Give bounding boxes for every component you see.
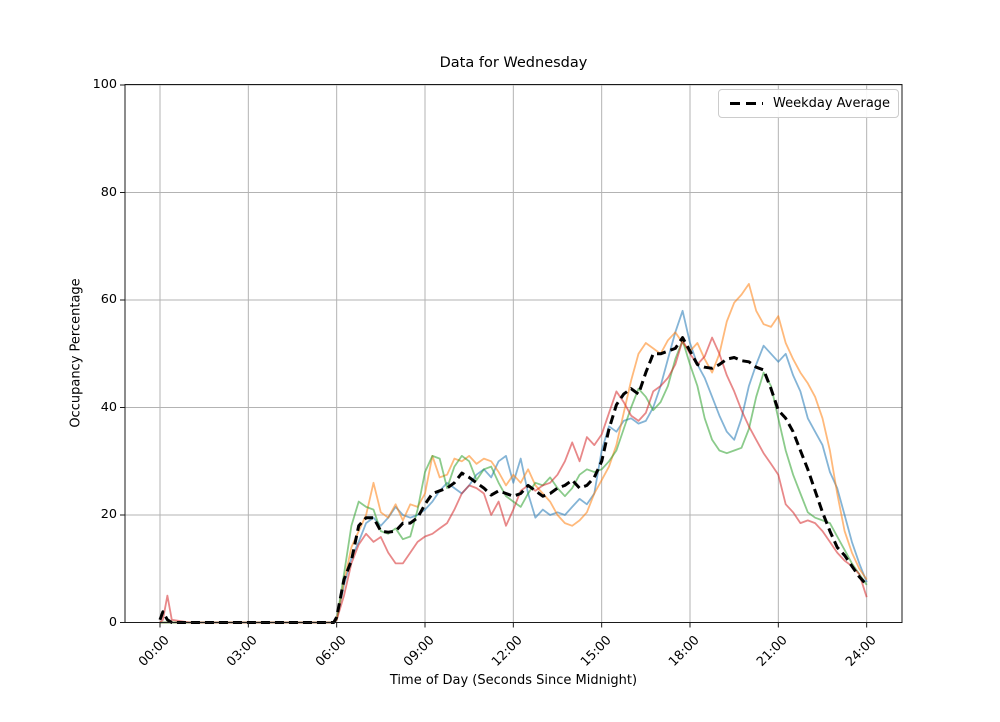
series-line-unlabeled-day-line-1 [160,309,868,624]
y-tick-label: 80 [100,184,117,200]
chart-canvas [120,84,903,628]
chart-title: Data for Wednesday [439,55,588,71]
y-tick-label: 100 [92,77,117,92]
figure: Data for Wednesday Occupancy Percentage … [69,55,903,688]
average-line [158,336,868,624]
series-line-unlabeled-day-line-2 [160,282,868,624]
dashed-line-icon [730,102,763,105]
y-tick-label: 0 [108,614,117,630]
series-line-unlabeled-day-line-4 [159,336,868,624]
y-tick-label: 20 [100,507,117,522]
x-axis-label: Time of Day (Seconds Since Midnight) [389,673,638,688]
legend-label: Weekday Average [773,96,891,111]
legend: Weekday Average [718,89,899,118]
y-tick-label: 40 [100,399,117,415]
y-tick-label: 60 [100,292,117,307]
